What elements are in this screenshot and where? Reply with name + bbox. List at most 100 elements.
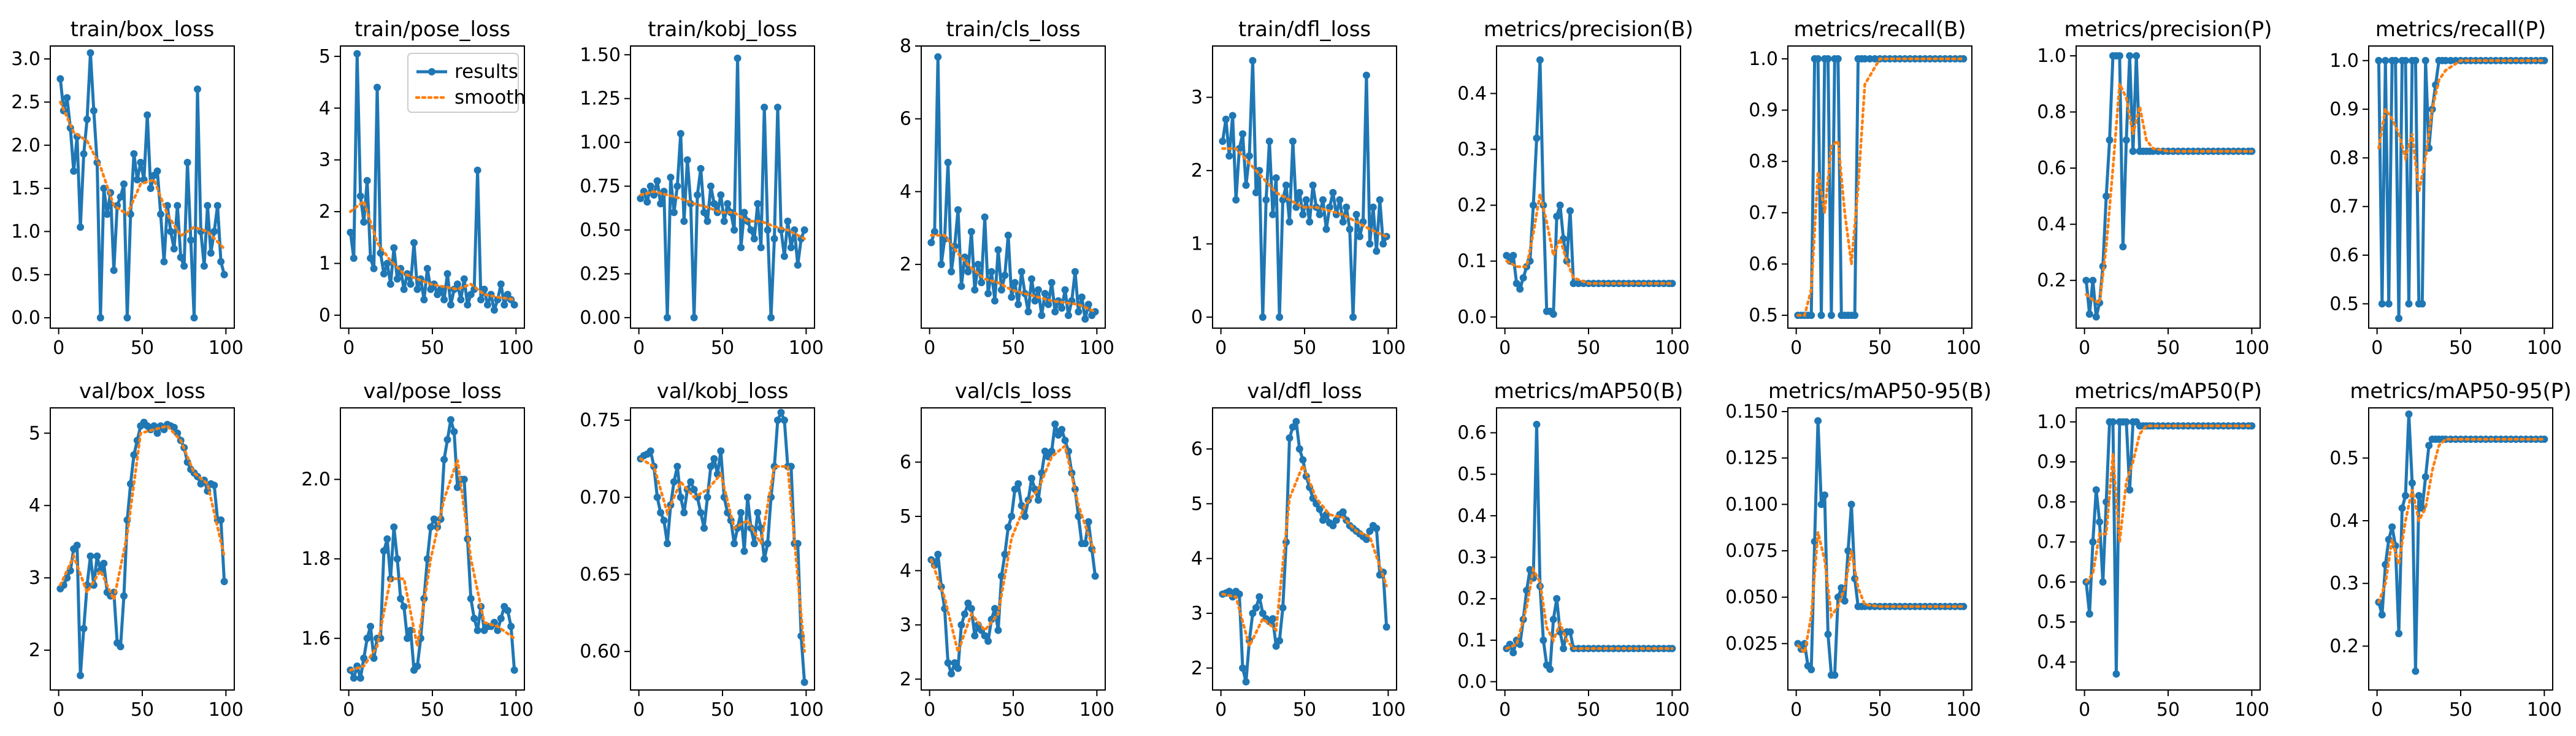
x-tick-label: 100 xyxy=(789,699,824,721)
results-point xyxy=(761,555,769,563)
results-point xyxy=(126,480,134,488)
y-tick-label: 0.050 xyxy=(1725,587,1778,608)
results-point xyxy=(1265,137,1273,145)
y-tick-label: 0.3 xyxy=(2329,573,2359,594)
results-point xyxy=(386,280,394,288)
results-point xyxy=(967,605,975,613)
results-point xyxy=(1302,196,1310,204)
results-point xyxy=(1014,301,1022,309)
results-point xyxy=(200,262,208,270)
results-point xyxy=(494,626,502,634)
y-tick-label: 0.2 xyxy=(2037,270,2066,291)
results-point xyxy=(420,296,428,304)
results-point xyxy=(2405,410,2413,418)
y-tick-label: 1.50 xyxy=(580,44,621,66)
x-tick-label: 0 xyxy=(343,699,355,721)
x-tick-label: 0 xyxy=(343,337,355,359)
results-point xyxy=(1048,447,1056,455)
results-point xyxy=(2395,315,2403,323)
y-tick-label: 5 xyxy=(319,46,331,67)
results-point xyxy=(2092,486,2100,494)
smooth-line xyxy=(1796,57,1965,317)
results-point xyxy=(80,624,88,632)
results-point xyxy=(450,427,458,435)
smooth-line xyxy=(930,234,1097,313)
results-point xyxy=(713,470,721,478)
results-point xyxy=(948,670,956,678)
results-point xyxy=(2126,52,2134,60)
results-point xyxy=(413,662,421,670)
results-point xyxy=(1339,218,1347,226)
results-point xyxy=(646,447,654,455)
results-point xyxy=(210,481,218,489)
y-tick-label: 0.65 xyxy=(580,564,621,585)
results-point xyxy=(660,516,668,524)
x-tick-label: 50 xyxy=(1868,337,1892,359)
results-point xyxy=(1041,289,1049,297)
results-point xyxy=(987,616,995,623)
x-tick-label: 50 xyxy=(2449,699,2472,721)
results-point xyxy=(1286,218,1294,226)
results-point xyxy=(443,435,451,443)
results-point xyxy=(447,301,454,309)
results-point xyxy=(470,615,478,623)
results-point xyxy=(734,55,742,62)
results-point xyxy=(1533,134,1541,142)
subplot-5: train/dfl_loss 0 50 100 0 1 2 3 xyxy=(1191,17,1406,359)
results-point xyxy=(664,540,671,548)
results-line xyxy=(2084,420,2252,676)
results-point xyxy=(1031,297,1039,305)
results-point xyxy=(1831,671,1839,679)
x-tick-label: 0 xyxy=(1499,337,1511,359)
results-point xyxy=(1081,315,1089,323)
results-point xyxy=(187,236,195,244)
smooth-line xyxy=(1505,565,1674,650)
results-point xyxy=(1075,308,1083,316)
y-tick-label: 0.4 xyxy=(1457,83,1487,104)
results-point xyxy=(477,296,485,304)
results-point xyxy=(2103,192,2110,200)
x-tick-label: 50 xyxy=(1002,337,1025,359)
y-tick-label: 2 xyxy=(900,254,911,275)
results-line xyxy=(2084,54,2252,319)
results-point xyxy=(730,540,738,548)
results-point xyxy=(2089,277,2097,285)
results-point xyxy=(367,623,375,631)
results-point xyxy=(764,226,772,234)
results-point xyxy=(1339,508,1347,516)
results-point xyxy=(2122,418,2130,426)
results-point xyxy=(754,508,762,516)
y-tick-label: 1.0 xyxy=(2329,50,2359,72)
results-point xyxy=(1817,500,1825,508)
results-point xyxy=(370,264,378,272)
x-tick-label: 50 xyxy=(421,337,444,359)
x-tick-label: 100 xyxy=(789,337,824,359)
results-point xyxy=(2106,136,2114,144)
results-point xyxy=(994,626,1002,634)
results-point xyxy=(1807,312,1815,320)
results-point xyxy=(1084,518,1092,526)
results-point xyxy=(643,198,651,206)
results-point xyxy=(934,550,942,558)
x-tick-label: 0 xyxy=(53,337,64,359)
results-point xyxy=(1235,590,1243,598)
results-point xyxy=(1536,56,1544,64)
x-tick-label: 50 xyxy=(1002,699,1025,721)
results-point xyxy=(2085,610,2093,618)
results-point xyxy=(367,255,375,263)
results-point xyxy=(1024,308,1032,316)
results-point xyxy=(1549,616,1557,623)
y-tick-label: 0.6 xyxy=(1749,253,1778,275)
results-point xyxy=(1249,609,1257,617)
results-point xyxy=(2115,52,2123,60)
y-tick-label: 0.7 xyxy=(2037,532,2066,553)
y-tick-label: 0.2 xyxy=(1457,195,1487,217)
y-tick-label: 0.025 xyxy=(1725,633,1778,654)
results-point xyxy=(1316,210,1324,218)
legend: results smooth xyxy=(407,53,526,113)
axes-frame xyxy=(340,45,525,329)
subplot-title: train/dfl_loss xyxy=(1238,17,1371,42)
results-point xyxy=(690,486,698,494)
results-point xyxy=(700,209,708,217)
